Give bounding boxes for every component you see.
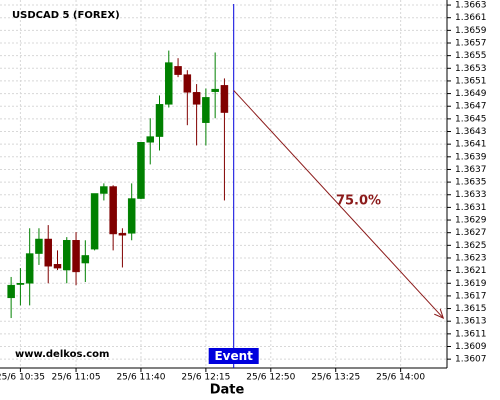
candle-body: [165, 62, 173, 105]
candle-body: [146, 136, 154, 143]
x-tick-label: 25/6 10:35: [0, 373, 45, 383]
event-box: [208, 348, 259, 364]
candle-body: [16, 283, 25, 285]
candle-body: [202, 97, 210, 123]
y-tick-label: 1.3661: [455, 13, 487, 23]
candle-body: [7, 284, 15, 299]
x-tick-label: 25/6 11:05: [52, 373, 101, 383]
y-tick-label: 1.3655: [455, 51, 487, 61]
y-tick-label: 1.3619: [455, 279, 487, 289]
y-tick-label: 1.3623: [455, 253, 487, 263]
x-tick-label: 25/6 13:25: [311, 373, 360, 383]
plot-area: [7, 50, 229, 319]
candle-body: [155, 104, 164, 137]
y-tick-label: 1.3615: [455, 304, 487, 314]
x-tick-label: 25/6 12:15: [181, 373, 230, 383]
candle-body: [25, 253, 34, 284]
forecast-label: 75.0%: [336, 194, 381, 209]
y-tick-label: 1.3653: [455, 64, 487, 74]
forecast-arrow: [233, 90, 444, 318]
y-tick-label: 1.3629: [455, 216, 487, 226]
chart-title: USDCAD 5 (FOREX): [12, 10, 120, 21]
y-tick-label: 1.3649: [455, 89, 487, 99]
candle-body: [90, 193, 99, 250]
y-tick-label: 1.3621: [455, 266, 487, 276]
candle-body: [81, 255, 90, 264]
y-tick-label: 1.3657: [455, 38, 487, 48]
candle-body: [174, 66, 182, 75]
y-tick-label: 1.3613: [455, 317, 487, 327]
y-tick-label: 1.3663: [455, 1, 487, 11]
candle-body: [63, 240, 71, 271]
x-tick-label: 25/6 12:50: [246, 373, 295, 383]
y-tick-label: 1.3639: [455, 152, 487, 162]
watermark: www.delkos.com: [15, 349, 109, 360]
y-tick-label: 1.3659: [455, 26, 487, 36]
x-axis-label: Date: [210, 383, 245, 398]
candle-body: [137, 142, 145, 199]
candle-body: [109, 186, 117, 235]
y-tick-label: 1.3647: [455, 102, 487, 112]
candle-body: [192, 92, 201, 105]
y-tick-label: 1.3627: [455, 228, 487, 238]
grid: [0, 0, 447, 368]
x-tick-label: 25/6 11:40: [116, 373, 165, 383]
candle-body: [53, 264, 62, 269]
candle-body: [127, 198, 136, 234]
y-tick-label: 1.3611: [455, 329, 487, 339]
candle-body: [211, 88, 219, 92]
candle-body: [44, 238, 52, 267]
x-tick-label: 25/6 14:00: [376, 373, 425, 383]
y-tick-label: 1.3643: [455, 127, 487, 137]
y-tick-label: 1.3625: [455, 241, 487, 251]
y-tick-label: 1.3633: [455, 190, 487, 200]
y-tick-label: 1.3635: [455, 178, 487, 188]
y-tick-label: 1.3645: [455, 114, 487, 124]
y-tick-label: 1.3637: [455, 165, 487, 175]
y-tick-label: 1.3641: [455, 140, 487, 150]
candle-body: [72, 240, 80, 273]
y-tick-label: 1.3609: [455, 342, 487, 352]
y-tick-label: 1.3617: [455, 291, 487, 301]
candle-body: [118, 233, 127, 236]
candle-body: [183, 74, 192, 93]
y-tick-label: 1.3607: [455, 355, 487, 365]
candle-body: [35, 238, 43, 254]
candle-body: [100, 186, 108, 194]
y-tick-label: 1.3631: [455, 203, 487, 213]
candle-body: [220, 85, 229, 113]
event-label: Event: [214, 349, 253, 363]
y-tick-label: 1.3651: [455, 76, 487, 86]
